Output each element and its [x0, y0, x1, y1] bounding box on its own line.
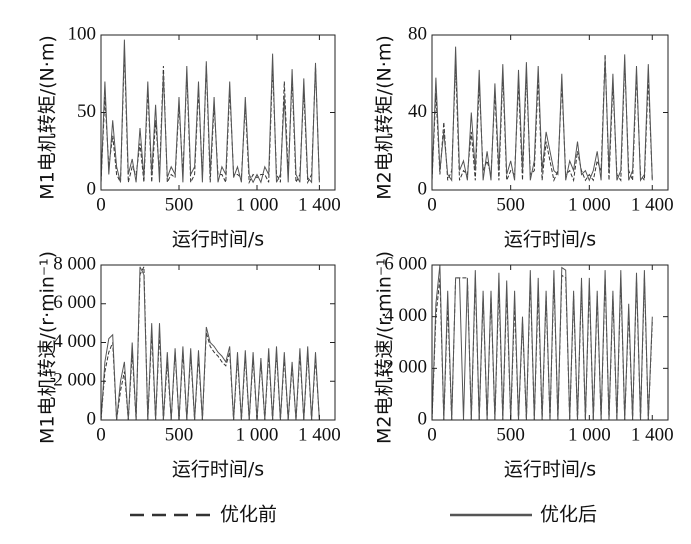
y-tick-label: 0	[418, 408, 428, 429]
x-axis-label: 运行时间/s	[504, 229, 596, 251]
x-tick-label: 500	[165, 194, 194, 215]
y-tick-label: 0	[87, 178, 97, 199]
x-axis-label: 运行时间/s	[504, 459, 596, 481]
series-line	[100, 39, 320, 184]
x-tick-label: 0	[427, 424, 437, 445]
x-tick-label: 1 400	[298, 194, 341, 215]
legend-label: 优化后	[540, 504, 597, 526]
y-tick-label: 4 000	[384, 305, 427, 326]
x-tick-label: 0	[96, 194, 106, 215]
x-tick-label: 500	[496, 424, 525, 445]
series-line	[431, 264, 653, 421]
series-line	[100, 266, 320, 421]
y-tick-label: 6 000	[384, 253, 427, 274]
x-tick-label: 0	[427, 194, 437, 215]
y-tick-label: 80	[408, 23, 427, 44]
series-line	[431, 46, 653, 182]
y-tick-label: 6 000	[53, 292, 96, 313]
x-tick-label: 500	[496, 194, 525, 215]
x-tick-label: 1 000	[568, 424, 611, 445]
x-tick-label: 1 400	[298, 424, 341, 445]
x-axis-label: 运行时间/s	[172, 229, 264, 251]
y-tick-label: 0	[418, 178, 428, 199]
legend-label: 优化前	[220, 504, 277, 526]
y-tick-label: 4 000	[53, 331, 96, 352]
y-tick-label: 100	[68, 23, 97, 44]
x-tick-label: 1 400	[631, 424, 674, 445]
y-tick-label: 40	[408, 101, 427, 122]
x-tick-label: 1 400	[631, 194, 674, 215]
x-tick-label: 1 000	[568, 194, 611, 215]
y-tick-label: 0	[87, 408, 97, 429]
y-tick-label: 2 000	[53, 370, 96, 391]
y-axis-label: M1电机转矩/(N·m)	[37, 35, 59, 199]
plot-frame	[431, 264, 669, 421]
y-tick-label: 2 000	[384, 357, 427, 378]
x-tick-label: 0	[96, 424, 106, 445]
x-axis-label: 运行时间/s	[172, 459, 264, 481]
y-axis-label: M2电机转速/(r·min⁻¹)	[374, 251, 396, 444]
x-tick-label: 1 000	[236, 194, 279, 215]
y-axis-label: M1电机转速/(r·min⁻¹)	[37, 251, 59, 444]
y-tick-label: 50	[77, 101, 96, 122]
plot-frame	[100, 264, 336, 421]
x-tick-label: 500	[165, 424, 194, 445]
y-axis-label: M2电机转矩/(N·m)	[374, 35, 396, 199]
x-tick-label: 1 000	[236, 424, 279, 445]
y-tick-label: 8 000	[53, 253, 96, 274]
